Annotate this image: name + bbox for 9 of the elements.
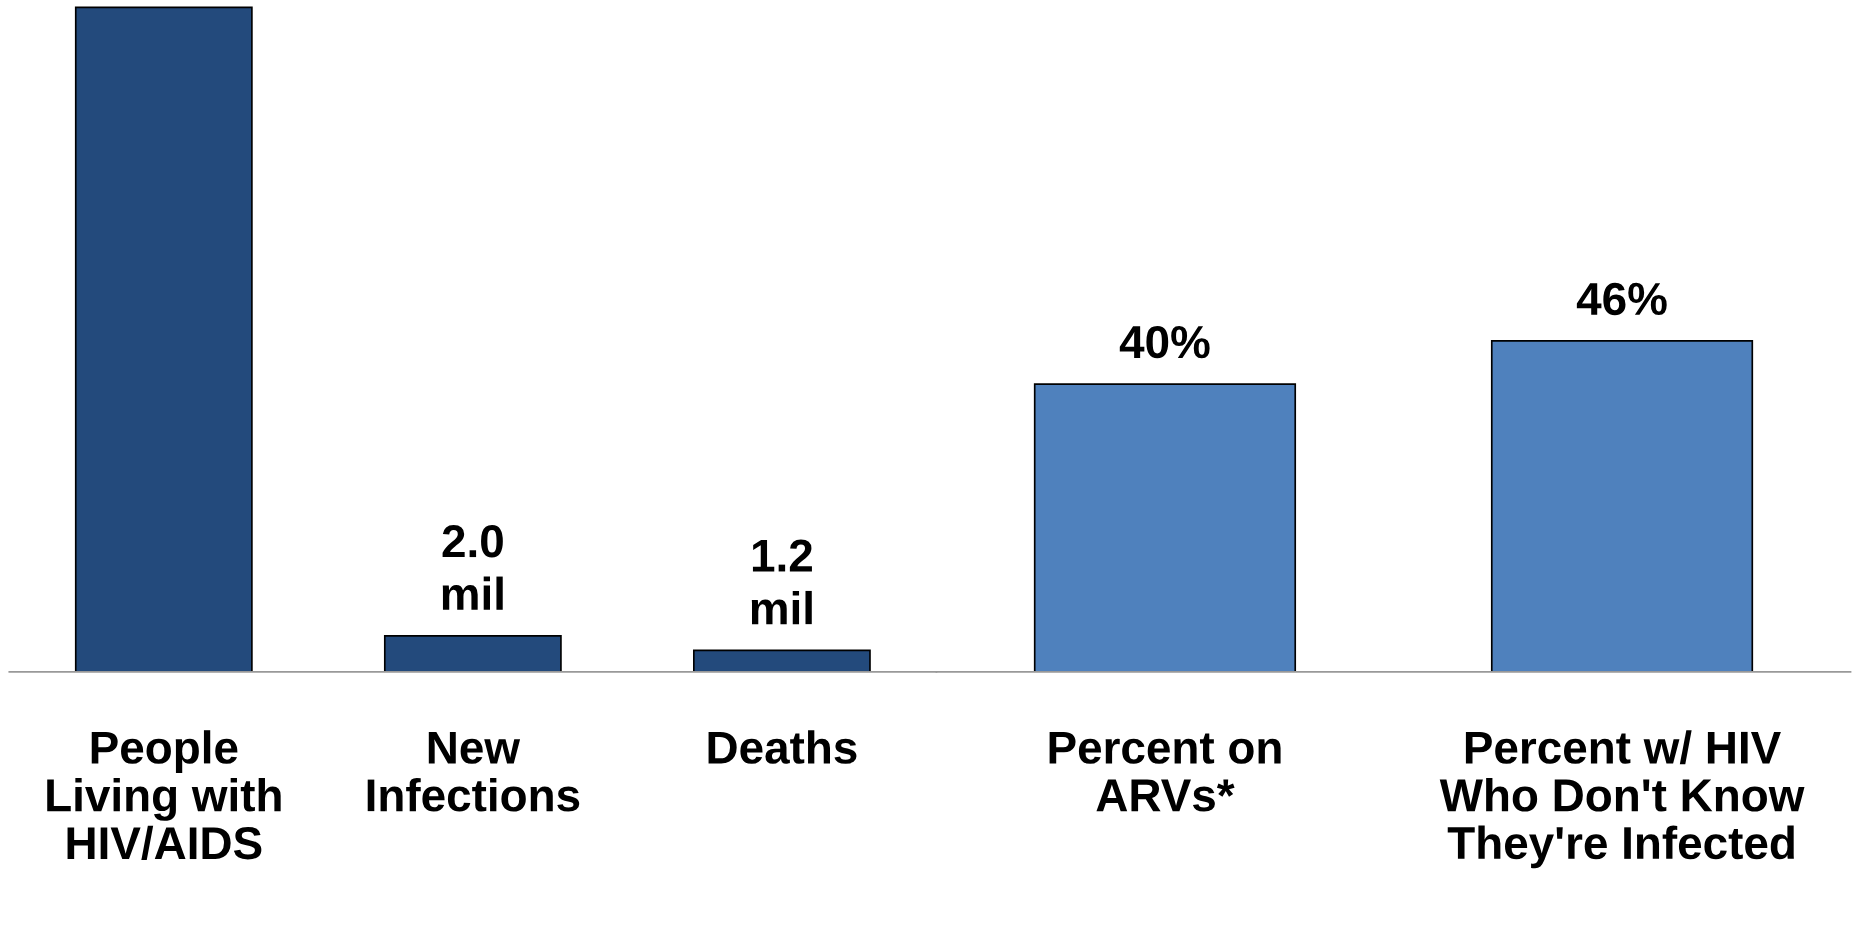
data-label: 40% (1119, 325, 1210, 359)
data-label: 46% (1576, 282, 1667, 316)
x-tick-label: People Living with HIV/AIDS (47, 730, 281, 860)
data-label: 1.2 mil (751, 539, 812, 625)
x-tick-label: Percent w/ HIV Who Don't Know They're Infected (1439, 730, 1805, 869)
x-tick-label: Percent on ARVs* (1049, 731, 1281, 812)
x-tick-label: Deaths (708, 730, 857, 764)
data-label: 2.0 mil (442, 525, 503, 610)
x-tick-label: New Infections (367, 731, 580, 812)
